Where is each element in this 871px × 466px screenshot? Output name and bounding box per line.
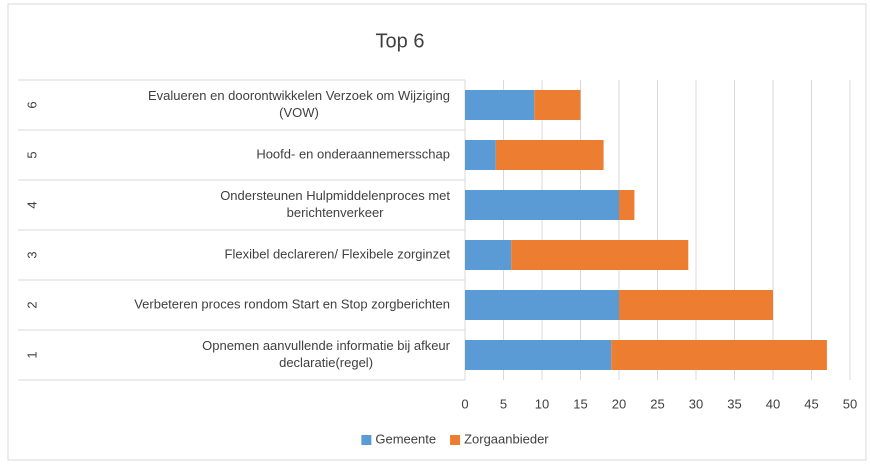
bar [465, 140, 496, 170]
bar [495, 140, 604, 170]
legend-label: Gemeente [375, 431, 436, 446]
category-label: Verbeteren proces rondom Start en Stop z… [134, 296, 450, 311]
x-tick-label: 30 [689, 396, 703, 411]
bar [465, 90, 535, 120]
category-label-line: berichtenverkeer [287, 205, 384, 220]
chart-title: Top 6 [376, 30, 425, 52]
category-label-line: Flexibel declareren/ Flexibele zorginzet [225, 246, 451, 261]
x-tick-label: 5 [500, 396, 507, 411]
x-tick-label: 45 [804, 396, 818, 411]
legend: Gemeente Zorgaanbieder [361, 431, 549, 446]
bar [465, 340, 612, 370]
rank-label: 3 [24, 251, 39, 258]
x-tick-label: 10 [535, 396, 549, 411]
bar [611, 340, 827, 370]
x-tick-label: 15 [573, 396, 587, 411]
bar [619, 190, 635, 220]
category-label: Ondersteunen Hulpmiddelenproces met beric… [220, 188, 450, 220]
x-tick-label: 20 [612, 396, 626, 411]
category-label-line: Verbeteren proces rondom Start en Stop z… [134, 296, 450, 311]
category-label: Evalueren en doorontwikkelen Verzoek om … [148, 88, 450, 120]
bar [465, 190, 619, 220]
category-label-line: (VOW) [279, 105, 319, 120]
rank-label: 1 [24, 351, 39, 358]
x-tick-label: 35 [727, 396, 741, 411]
chart-frame [7, 3, 867, 461]
legend-label: Zorgaanbieder [464, 431, 549, 446]
bar [511, 240, 689, 270]
bar [619, 290, 773, 320]
legend-swatch [361, 435, 372, 445]
category-label-line: Evalueren en doorontwikkelen Verzoek om … [148, 88, 450, 103]
category-label: Hoofd- en onderaannemersschap [256, 146, 450, 161]
bar [465, 240, 512, 270]
x-tick-label: 0 [461, 396, 468, 411]
x-tick-label: 50 [843, 396, 857, 411]
category-label-line: Ondersteunen Hulpmiddelenproces met [220, 188, 450, 203]
rank-label: 6 [24, 101, 39, 108]
category-label-line: declaratie(regel) [279, 355, 373, 370]
category-label-line: Opnemen aanvullende informatie bij afkeu… [202, 338, 451, 353]
x-tick-label: 40 [766, 396, 780, 411]
rank-label: 5 [24, 151, 39, 158]
bar [465, 290, 619, 320]
category-label: Opnemen aanvullende informatie bij afkeu… [202, 338, 451, 370]
x-tick-label: 25 [650, 396, 664, 411]
rank-label: 4 [24, 201, 39, 208]
bar [534, 90, 581, 120]
category-label-line: Hoofd- en onderaannemersschap [256, 146, 450, 161]
legend-swatch [450, 435, 461, 445]
rank-label: 2 [24, 301, 39, 308]
category-label: Flexibel declareren/ Flexibele zorginzet [225, 246, 451, 261]
